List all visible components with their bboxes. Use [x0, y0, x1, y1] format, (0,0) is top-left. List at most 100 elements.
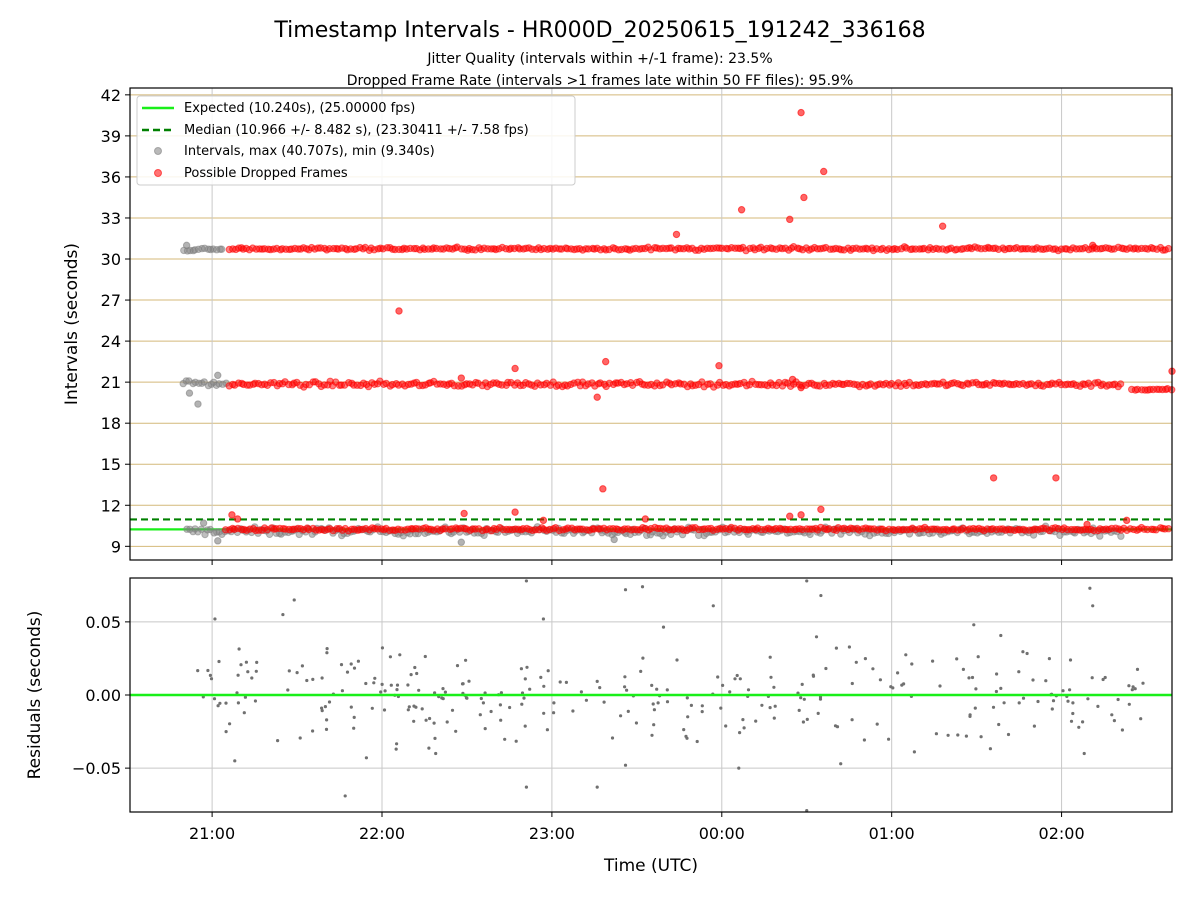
dropped-frame-outlier-point	[797, 108, 805, 117]
residual-point	[634, 721, 639, 725]
residual-point	[236, 701, 240, 705]
residual-point	[773, 704, 777, 708]
residual-outlier-point	[541, 617, 546, 621]
dropped-frame-outlier-point	[395, 307, 403, 315]
residual-point	[768, 655, 772, 659]
residual-point	[623, 685, 627, 689]
residual-point	[349, 705, 353, 709]
residual-point	[383, 689, 387, 693]
residual-point	[1021, 696, 1026, 700]
residual-point	[686, 715, 690, 719]
residual-point	[483, 727, 487, 731]
residual-point	[295, 671, 299, 675]
residual-point	[522, 696, 526, 700]
residual-point	[805, 717, 809, 722]
residual-point	[417, 688, 421, 692]
residual-point	[598, 686, 602, 690]
residual-point	[1133, 687, 1137, 691]
residual-point	[970, 675, 975, 680]
residual-point	[1066, 699, 1070, 703]
interval-outlier-point	[214, 537, 222, 545]
residual-point	[379, 690, 383, 694]
intervals-plot-frame	[129, 87, 1173, 561]
residual-point	[545, 728, 550, 732]
dropped-frame-outlier-point	[786, 512, 794, 520]
residual-point	[395, 688, 399, 692]
intervals-ytick-label: 42	[101, 86, 121, 105]
residual-point	[352, 726, 356, 730]
intervals-gridlines	[130, 88, 1172, 560]
residual-point	[409, 673, 413, 677]
residual-outlier-point	[805, 808, 809, 813]
residual-point	[564, 680, 569, 685]
residual-outlier-point	[281, 612, 285, 617]
residual-point	[900, 683, 904, 687]
residual-point	[682, 728, 686, 732]
residual-point	[1130, 688, 1134, 692]
intervals-ytick-label: 36	[101, 168, 121, 187]
residual-point	[327, 700, 332, 704]
legend-expected-label: Expected (10.240s), (25.00000 fps)	[184, 101, 415, 116]
residual-point	[1081, 720, 1085, 724]
intervals-ytick-label: 9	[111, 537, 121, 556]
residual-point	[811, 674, 816, 678]
dropped-frame-outlier-point	[800, 193, 808, 202]
residual-point	[716, 675, 720, 679]
legend-dropped-label: Possible Dropped Frames	[184, 166, 348, 181]
residual-point	[652, 708, 657, 712]
residual-point	[974, 687, 978, 691]
residual-outlier-point	[839, 762, 843, 766]
residual-point	[754, 719, 758, 723]
residuals-ytick-label: −0.05	[72, 759, 121, 778]
residual-point	[300, 664, 304, 668]
residual-point	[685, 696, 689, 700]
dropped-frame-outlier-point	[1089, 241, 1097, 250]
residual-point	[499, 691, 503, 695]
intervals-y-ticks: 9 12 15 18 21 24 27 30 33 36 39 42	[101, 86, 130, 556]
residual-point	[760, 703, 764, 707]
intervals-ytick-label: 27	[101, 291, 121, 310]
residual-point	[968, 714, 972, 719]
residual-outlier-point	[292, 598, 296, 602]
residual-point	[772, 685, 776, 689]
residual-point	[641, 656, 645, 660]
residual-point	[1017, 701, 1021, 705]
dropped-frame-outlier-point	[228, 511, 236, 519]
residual-point	[800, 682, 804, 687]
residuals-panel: −0.05 0.00 0.05 21:00 22:00 23:00 00:00 01:00 0…	[25, 577, 1173, 876]
residual-point	[441, 687, 445, 691]
x-tick-label: 23:00	[529, 824, 575, 843]
residual-point	[414, 705, 418, 709]
residual-point	[700, 704, 704, 708]
residual-point	[373, 676, 377, 680]
residual-point	[1071, 711, 1075, 716]
residual-point	[619, 714, 623, 718]
residual-point	[1116, 697, 1120, 702]
residual-point	[325, 718, 329, 722]
residual-outlier-point	[233, 759, 237, 763]
residual-point	[1139, 717, 1143, 721]
figure-subtitle-jitter: Jitter Quality (intervals within +/-1 fr…	[426, 51, 772, 67]
residual-point	[1127, 684, 1131, 688]
residual-point	[850, 681, 854, 686]
residual-point	[388, 655, 392, 659]
residual-point	[499, 718, 503, 722]
residual-point	[235, 691, 239, 695]
residual-point	[243, 695, 247, 699]
dropped-frame-outlier-point	[539, 516, 548, 525]
residual-point	[824, 666, 828, 671]
interval-point	[1117, 532, 1125, 540]
residual-point	[311, 729, 315, 733]
residual-point	[862, 738, 867, 742]
residual-point	[324, 727, 329, 732]
residual-point	[816, 711, 820, 716]
residual-point	[997, 722, 1001, 727]
residual-point	[768, 706, 772, 710]
residual-point	[212, 697, 217, 701]
dropped-frame-point	[1164, 244, 1173, 253]
residual-point	[896, 671, 900, 675]
residual-point	[305, 678, 309, 683]
residual-point	[814, 635, 819, 639]
residual-point	[1096, 704, 1100, 709]
residual-point	[242, 711, 246, 715]
